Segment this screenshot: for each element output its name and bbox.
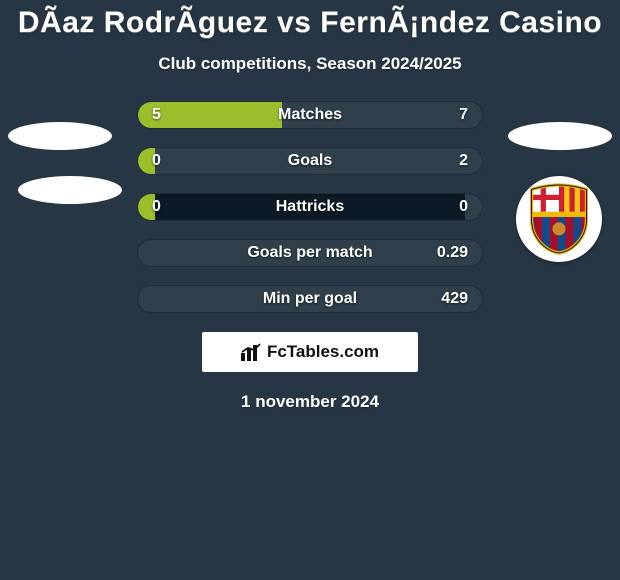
source-label: FcTables.com [267, 342, 379, 362]
stat-value-right: 0 [459, 194, 468, 220]
stat-value-left: 0 [152, 148, 161, 174]
stat-value-right: 0.29 [437, 240, 468, 266]
bar-bg [138, 148, 482, 174]
source-badge: FcTables.com [202, 332, 418, 372]
stat-value-left: 5 [152, 102, 161, 128]
date-label: 1 november 2024 [0, 392, 620, 412]
subtitle: Club competitions, Season 2024/2025 [0, 54, 620, 74]
stats-area: 57Matches02Goals00Hattricks0.29Goals per… [0, 102, 620, 312]
stat-row: 0.29Goals per match [138, 240, 482, 266]
bar-right [155, 148, 482, 174]
bar-bg [138, 240, 482, 266]
bar-bg [138, 194, 482, 220]
bar-right [138, 240, 482, 266]
stat-row: 00Hattricks [138, 194, 482, 220]
stat-value-left: 0 [152, 194, 161, 220]
stat-row: 02Goals [138, 148, 482, 174]
stat-value-right: 2 [459, 148, 468, 174]
bar-bg [138, 102, 482, 128]
chart-icon [241, 343, 263, 361]
bar-right [138, 286, 482, 312]
stat-value-right: 429 [441, 286, 468, 312]
stat-row: 57Matches [138, 102, 482, 128]
page-title: DÃ­az RodrÃ­guez vs FernÃ¡ndez Casino [0, 0, 620, 40]
stat-row: 429Min per goal [138, 286, 482, 312]
comparison-infographic: DÃ­az RodrÃ­guez vs FernÃ¡ndez Casino Cl… [0, 0, 620, 580]
stat-value-right: 7 [459, 102, 468, 128]
bar-right [282, 102, 482, 128]
bar-bg [138, 286, 482, 312]
